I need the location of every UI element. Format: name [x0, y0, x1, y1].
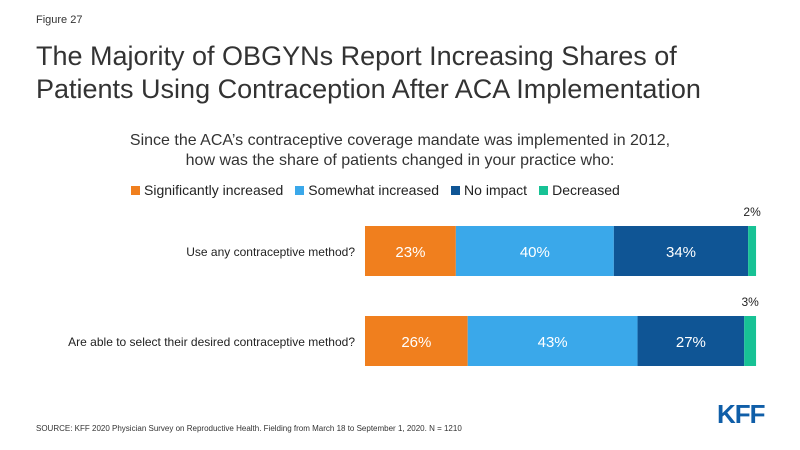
category-label: Use any contraceptive method?	[186, 245, 355, 259]
figure-label: Figure 27	[36, 14, 83, 26]
data-label: 2%	[743, 205, 761, 219]
chart-legend: Significantly increased Somewhat increas…	[131, 181, 632, 199]
legend-item-somewhat-increased: Somewhat increased	[295, 182, 439, 198]
data-label: 27%	[676, 334, 706, 351]
category-label: Are able to select their desired contrac…	[68, 335, 355, 349]
legend-item-decreased: Decreased	[539, 182, 620, 198]
chart-subtitle: Since the ACA’s contraceptive coverage m…	[80, 131, 720, 171]
legend-label: Significantly increased	[144, 182, 284, 198]
bar-segment	[455, 226, 614, 276]
source-note: SOURCE: KFF 2020 Physician Survey on Rep…	[36, 424, 462, 433]
chart-subtitle-line-2: how was the share of patients changed in…	[185, 152, 615, 169]
legend-item-no-impact: No impact	[451, 182, 527, 198]
legend-label: Somewhat increased	[308, 182, 440, 198]
data-label: 43%	[538, 334, 568, 351]
bar-segment	[744, 316, 757, 366]
bar-segment	[467, 316, 638, 366]
kff-logo: KFF	[717, 399, 766, 429]
data-label: 3%	[741, 295, 759, 309]
chart-title: The Majority of OBGYNs Report Increasing…	[36, 40, 776, 106]
bar-segment	[637, 316, 745, 366]
chart-subtitle-line-1: Since the ACA’s contraceptive coverage m…	[129, 132, 671, 149]
legend-swatch	[131, 185, 140, 195]
bar-segment	[748, 226, 757, 276]
bar-segment	[365, 226, 456, 276]
data-label: 34%	[666, 244, 696, 261]
data-label: 23%	[395, 244, 425, 261]
data-label: 26%	[401, 334, 431, 351]
legend-item-significantly-increased: Significantly increased	[131, 182, 283, 198]
legend-label: Decreased	[552, 182, 620, 198]
bar-segment	[365, 316, 468, 366]
chart-title-line-2: Patients Using Contraception After ACA I…	[36, 74, 701, 104]
data-label: 40%	[520, 244, 550, 261]
legend-swatch	[451, 185, 461, 195]
legend-swatch	[295, 185, 305, 195]
bar-segment	[613, 226, 749, 276]
legend-swatch	[539, 185, 549, 195]
chart-title-line-1: The Majority of OBGYNs Report Increasing…	[36, 41, 677, 71]
legend-label: No impact	[464, 182, 528, 198]
